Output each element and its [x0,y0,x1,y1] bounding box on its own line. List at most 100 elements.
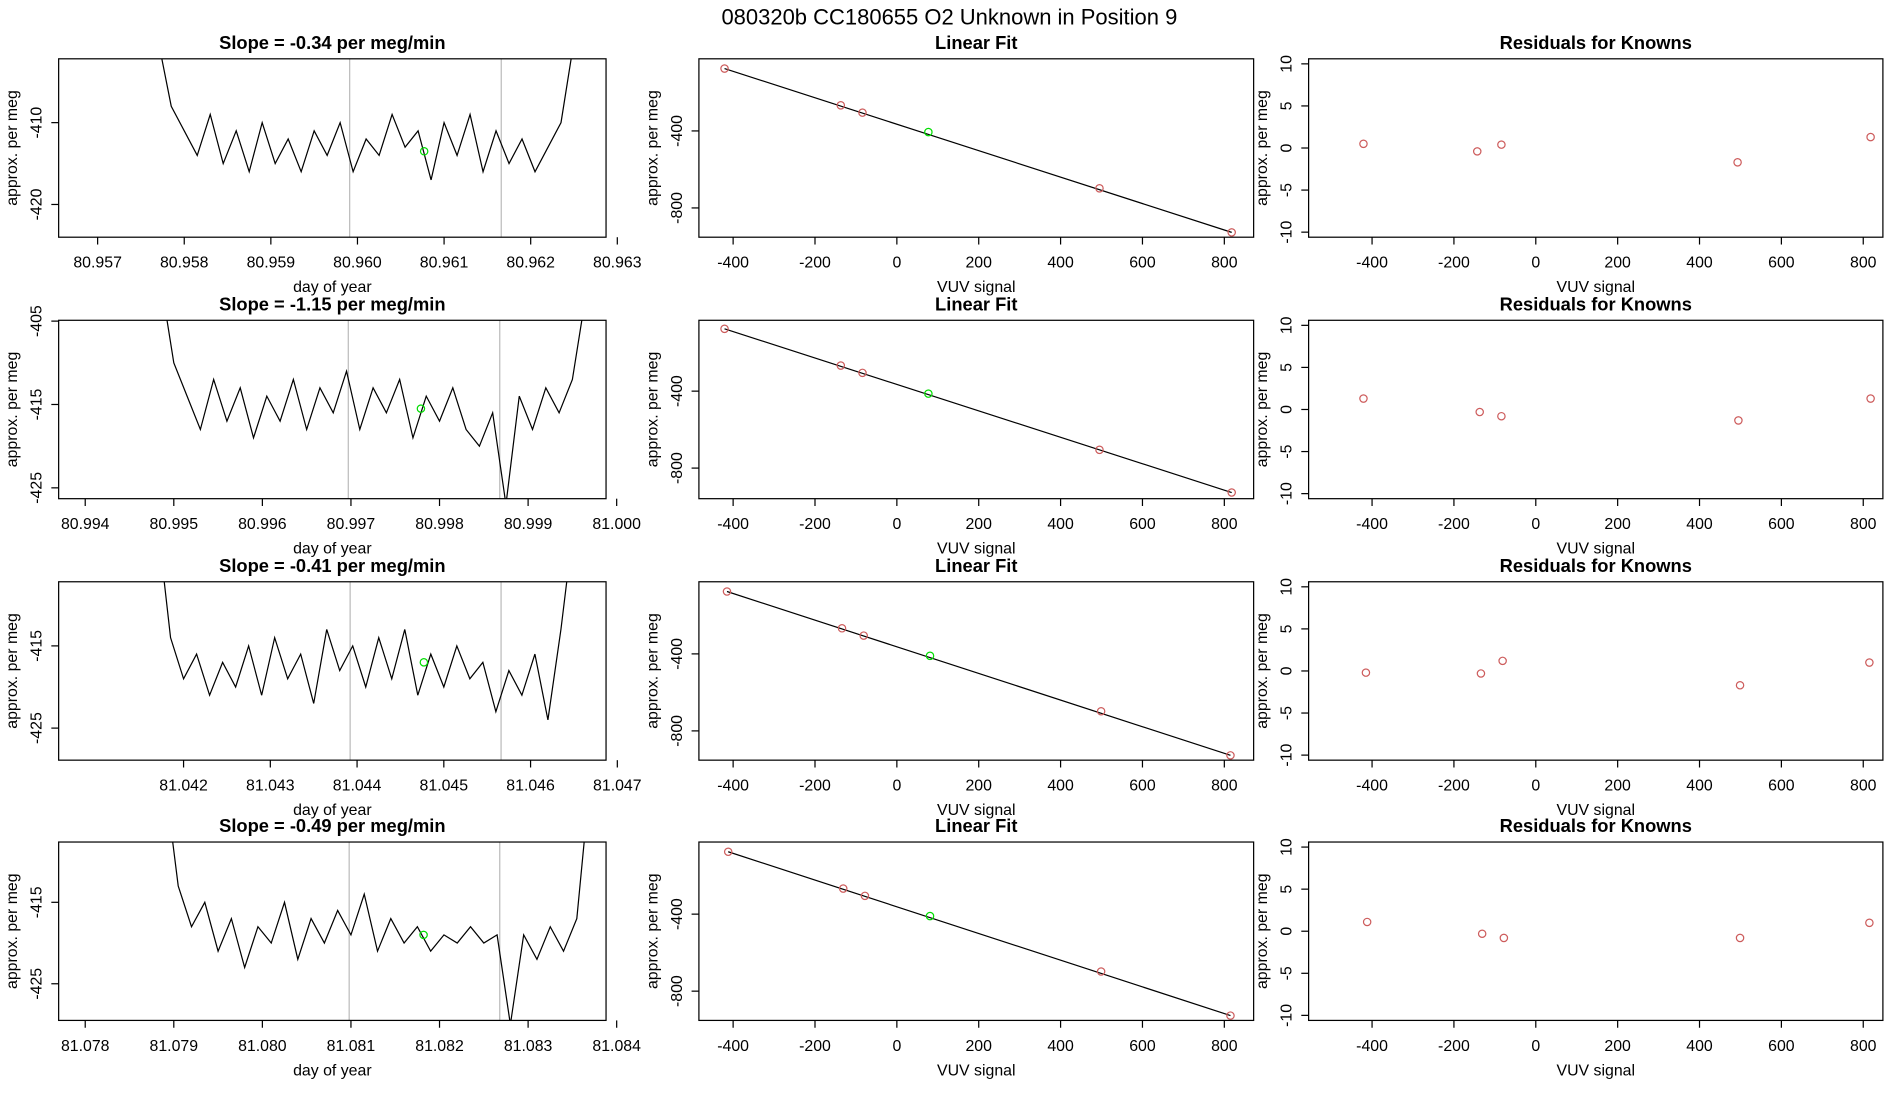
x-tick-label: 600 [1768,1038,1795,1055]
fit-line [726,590,1231,756]
x-tick-label: 0 [892,516,901,533]
x-tick-label: -200 [799,1038,831,1055]
point [1735,680,1745,690]
panel-title: Residuals for Knowns [1500,815,1692,836]
x-tick-label: 800 [1211,1038,1238,1055]
y-tick-label: 0 [1279,927,1296,936]
point [1476,669,1486,678]
x-tick-label: 400 [1686,1038,1713,1055]
x-tick-label: -400 [1356,255,1388,272]
x-tick-label: 800 [1850,778,1877,795]
unknown-point [419,930,428,940]
x-tick-label: 80.998 [415,516,464,533]
point [1226,751,1235,760]
y-tick-label: -10 [1279,482,1296,505]
x-axis-label: VUV signal [1556,279,1635,296]
x-tick-label: -400 [1356,778,1388,795]
x-tick-label: 81.081 [327,1038,376,1055]
x-tick-label: 200 [1604,516,1631,533]
point [837,624,847,633]
unknown-point [419,147,429,156]
panel-title: Slope = -0.34 per meg/min [219,32,445,53]
x-tick-label: 800 [1850,516,1877,533]
x-tick-label: 80.962 [506,255,555,272]
point [1866,394,1875,403]
x-tick-label: 81.047 [593,778,642,795]
point [925,911,935,921]
panel: Residuals for Knowns VUV signal approx. pe… [1254,294,1884,558]
panel: Linear Fit VUV signal approx. per meg -400 -… [644,294,1255,558]
plot-area [1359,132,1875,167]
x-tick-label: 81.045 [420,778,469,795]
x-tick-label: 200 [965,1038,992,1055]
point [722,587,732,596]
y-axis-label: approx. per meg [1254,873,1271,989]
point [1096,706,1106,716]
y-axis-label: approx. per meg [4,873,21,989]
x-tick-label: 400 [1047,255,1074,272]
x-axis-label: day of year [293,802,372,819]
plot-frame [698,319,1255,500]
point [838,884,848,893]
x-tick-label: 600 [1768,255,1795,272]
x-tick-label: 0 [892,1038,901,1055]
plot-frame [1308,841,1884,1022]
panel: Slope = -0.34 per meg/min day of year appr… [4,32,642,296]
y-tick-label: -425 [29,472,46,504]
x-tick-label: 400 [1686,516,1713,533]
panel-title: Linear Fit [935,555,1017,576]
plot-frame [58,841,607,1022]
x-tick-label: 80.996 [238,516,287,533]
x-tick-label: -400 [1356,516,1388,533]
x-tick-label: 200 [965,516,992,533]
y-axis-label: approx. per meg [644,873,661,989]
y-tick-label: -425 [29,712,46,744]
y-tick-label: 5 [1279,885,1296,894]
x-tick-label: 0 [1531,255,1540,272]
x-tick-label: -200 [1438,778,1470,795]
x-tick-label: 80.959 [247,255,296,272]
plot-area [1362,917,1874,943]
x-tick-label: 200 [1604,1038,1631,1055]
point [723,847,733,857]
panel: Linear Fit VUV signal approx. per meg -400 -… [644,555,1255,819]
x-tick-label: 800 [1211,778,1238,795]
x-tick-label: 81.044 [333,778,382,795]
panel: Slope = -0.41 per meg/min day of year appr… [4,555,642,819]
point [1477,929,1487,939]
y-axis-label: approx. per meg [4,613,21,729]
x-tick-label: 400 [1047,778,1074,795]
x-tick-label: 0 [1531,778,1540,795]
panel-title: Residuals for Knowns [1500,294,1692,315]
point [925,651,935,661]
plot-area [172,842,585,1021]
x-tick-label: -200 [799,255,831,272]
x-tick-label: 80.994 [61,516,110,533]
x-axis-label: day of year [293,279,372,296]
y-tick-label: -415 [29,388,46,420]
point [1475,407,1484,417]
y-tick-label: -10 [1279,743,1296,766]
point [1497,411,1506,421]
x-tick-label: 81.084 [592,1038,641,1055]
plot-frame [58,58,607,238]
point [1361,668,1371,677]
x-tick-label: -400 [1356,1038,1388,1055]
plot-frame [698,58,1255,238]
plot-frame [698,581,1255,761]
point [858,108,867,117]
x-tick-label: 81.083 [504,1038,553,1055]
plot-frame [1308,58,1884,238]
y-tick-label: -5 [1279,706,1296,720]
y-tick-label: -10 [1279,1004,1296,1027]
x-tick-label: 800 [1850,255,1877,272]
x-tick-label: 81.079 [150,1038,199,1055]
x-tick-label: 600 [1768,778,1795,795]
point [1359,394,1368,403]
point [836,361,846,370]
y-tick-label: 5 [1279,101,1296,110]
y-axis-label: approx. per meg [644,352,661,468]
x-tick-label: 80.963 [593,255,642,272]
data-line [172,842,585,1021]
panel-title: Linear Fit [935,294,1017,315]
